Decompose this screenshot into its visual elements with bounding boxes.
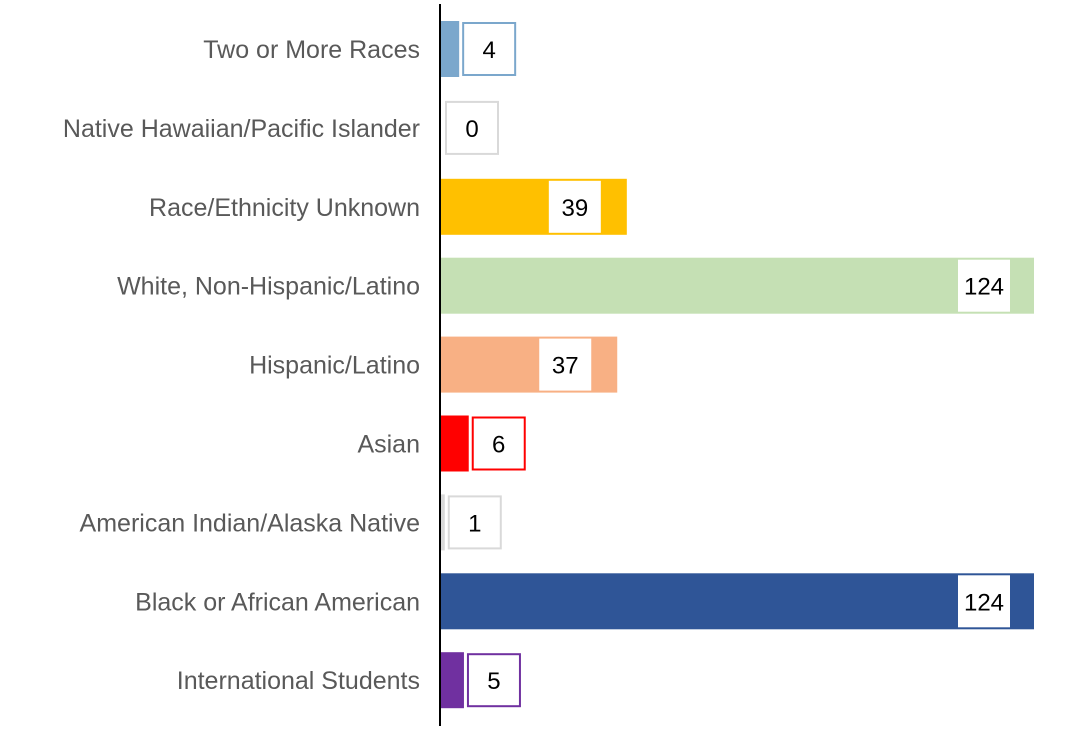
data-label-box-white-non-hispanic-latino (958, 259, 1010, 312)
data-label-native-hawaiian-pacific-islander: 0 (465, 116, 478, 143)
bar-international-students (440, 652, 464, 709)
bar-white-non-hispanic-latino (440, 257, 1034, 314)
data-label-two-or-more-races: 4 (482, 37, 495, 64)
data-label-hispanic-latino: 37 (552, 353, 579, 380)
labels-layer: Two or More Races 4 Native Hawaiian/Pacifi… (63, 22, 1010, 708)
data-label-box-race-ethnicity-unknown (548, 180, 601, 233)
data-label-box-hispanic-latino (539, 338, 592, 391)
bar-american-indian-alaska-native (440, 494, 445, 551)
category-label-black-or-african-american: Black or African American (135, 588, 420, 616)
data-label-box-asian (471, 416, 526, 471)
bars-layer (440, 21, 1034, 709)
data-label-box-native-hawaiian-pacific-islander (445, 100, 499, 155)
data-label-box-black-or-african-american (958, 575, 1010, 628)
category-label-asian: Asian (357, 431, 420, 459)
data-label-race-ethnicity-unknown: 39 (561, 195, 588, 222)
category-label-international-students: International Students (177, 667, 420, 695)
category-label-race-ethnicity-unknown: Race/Ethnicity Unknown (149, 194, 420, 222)
data-label-asian: 6 (492, 432, 505, 459)
bar-two-or-more-races (440, 21, 460, 77)
data-label-box-two-or-more-races (462, 22, 517, 76)
data-label-american-indian-alaska-native: 1 (468, 510, 481, 537)
category-label-hispanic-latino: Hispanic/Latino (249, 352, 420, 380)
data-label-international-students: 5 (487, 668, 500, 695)
data-label-box-american-indian-alaska-native (447, 495, 502, 550)
category-label-white-non-hispanic-latino: White, Non-Hispanic/Latino (117, 273, 420, 301)
category-label-two-or-more-races: Two or More Races (203, 36, 420, 64)
category-label-american-indian-alaska-native: American Indian/Alaska Native (80, 509, 420, 537)
bar-black-or-african-american (440, 573, 1034, 630)
category-label-native-hawaiian-pacific-islander: Native Hawaiian/Pacific Islander (63, 115, 420, 143)
data-label-box-international-students (466, 653, 521, 708)
data-label-white-non-hispanic-latino: 124 (964, 274, 1004, 301)
bar-asian (440, 415, 469, 472)
data-label-black-or-african-american: 124 (964, 589, 1004, 616)
